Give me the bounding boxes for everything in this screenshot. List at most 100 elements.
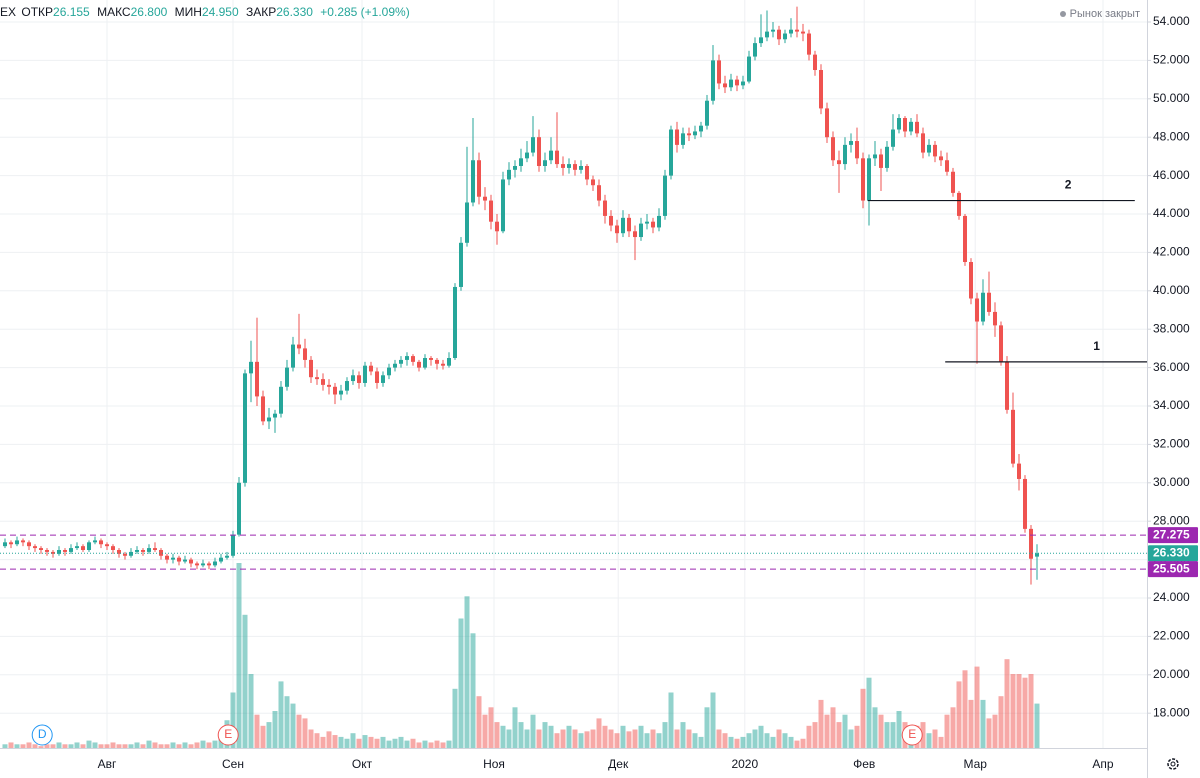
- candle-body: [879, 154, 884, 168]
- volume-bar: [758, 725, 764, 748]
- volume-bar: [686, 729, 692, 748]
- candle-body: [350, 375, 355, 382]
- volume-bar: [272, 711, 278, 748]
- volume-bar: [356, 738, 362, 748]
- volume-bar: [854, 725, 860, 748]
- volume-bar: [794, 740, 800, 748]
- candle-body: [867, 158, 872, 201]
- volume-bar: [302, 718, 308, 748]
- candle-body: [464, 202, 469, 243]
- volume-bar: [542, 722, 548, 748]
- volume-bar: [548, 725, 554, 748]
- candle-body: [32, 546, 37, 549]
- candle-body: [597, 185, 602, 201]
- volume-bar: [572, 729, 578, 748]
- candle-body: [134, 550, 139, 552]
- volume-bar: [716, 729, 722, 748]
- candle-body: [573, 164, 577, 170]
- candle-body: [518, 158, 523, 167]
- y-tick-label: 38.000: [1153, 321, 1190, 335]
- candle-body: [933, 144, 938, 157]
- candle-body: [26, 542, 31, 547]
- candle-body: [651, 221, 656, 228]
- volume-bar: [488, 707, 494, 748]
- candle-body: [260, 396, 265, 422]
- candle-body: [2, 542, 7, 547]
- ohlc-header: EX ОТКР26.155 МАКС26.800 МИН24.950 ЗАКР2…: [0, 5, 414, 19]
- candle-body: [272, 413, 277, 418]
- volume-bar: [566, 725, 572, 748]
- candle-body: [332, 386, 337, 395]
- volume-bar: [362, 735, 368, 748]
- y-tick-label: 54.000: [1153, 14, 1190, 28]
- settings-icon[interactable]: [1167, 758, 1179, 770]
- y-tick-label: 52.000: [1153, 53, 1190, 67]
- candle-body: [314, 377, 319, 380]
- candle-body: [669, 129, 674, 176]
- candle-body: [56, 550, 61, 554]
- candle-body: [1005, 361, 1010, 410]
- candle-body: [687, 133, 692, 136]
- volume-bar: [1028, 674, 1034, 748]
- candle-body: [975, 298, 980, 322]
- candle-body: [657, 215, 662, 228]
- candle-body: [482, 196, 487, 201]
- volume-bar: [434, 740, 440, 748]
- volume-bar: [518, 722, 524, 748]
- candle-body: [248, 361, 253, 374]
- candle-body: [428, 358, 433, 360]
- volume-bar: [836, 722, 842, 748]
- settings-gear: [1167, 758, 1179, 770]
- candle-body: [146, 548, 151, 552]
- candle-body: [38, 548, 43, 551]
- candle-body: [356, 375, 361, 383]
- candle-body: [524, 152, 529, 159]
- candle-body: [410, 356, 415, 362]
- candle-body: [807, 33, 812, 55]
- candle-body: [200, 563, 205, 566]
- volume-bar: [2, 744, 8, 748]
- candle-body: [981, 292, 986, 322]
- volume-bar: [188, 744, 194, 748]
- volume-bar: [710, 692, 716, 748]
- candle-body: [603, 200, 608, 216]
- volume-bar: [602, 725, 608, 748]
- candle-body: [152, 548, 157, 551]
- candle-body: [80, 546, 85, 551]
- candle-body: [62, 550, 67, 552]
- volume-bar: [1004, 659, 1010, 748]
- volume-bar: [20, 744, 26, 748]
- y-tick-label: 28.000: [1153, 513, 1190, 527]
- candle-body: [122, 553, 127, 556]
- candle-body: [813, 54, 818, 71]
- volume-bar: [116, 744, 122, 748]
- candle-body: [945, 160, 950, 172]
- volume-bar: [608, 729, 614, 748]
- candle-body: [723, 83, 728, 88]
- candle-body: [236, 482, 241, 535]
- candle-body: [579, 166, 583, 170]
- x-tick-label: Апр: [1092, 757, 1114, 771]
- candle-body: [326, 384, 331, 387]
- volume-bar: [194, 742, 200, 748]
- candle-body: [729, 79, 734, 88]
- volume-bar: [860, 688, 866, 748]
- volume-bar: [44, 744, 50, 748]
- candle-body: [825, 108, 830, 138]
- volume-bar: [68, 744, 74, 748]
- price-label: 27.275: [1153, 527, 1190, 541]
- candle-body: [993, 311, 998, 326]
- candle-body: [50, 551, 55, 554]
- volume-bar: [62, 744, 68, 748]
- candle-body: [404, 356, 409, 360]
- x-tick-label: 2020: [731, 757, 758, 771]
- candle-body: [368, 365, 373, 372]
- volume-bar: [920, 722, 926, 748]
- volume-bar: [740, 736, 746, 748]
- candle-body: [927, 144, 932, 153]
- candle-body: [110, 546, 115, 551]
- volume-bar: [752, 729, 758, 748]
- candle-body: [831, 137, 836, 161]
- volume-bar: [986, 718, 992, 748]
- volume-bar: [980, 699, 986, 748]
